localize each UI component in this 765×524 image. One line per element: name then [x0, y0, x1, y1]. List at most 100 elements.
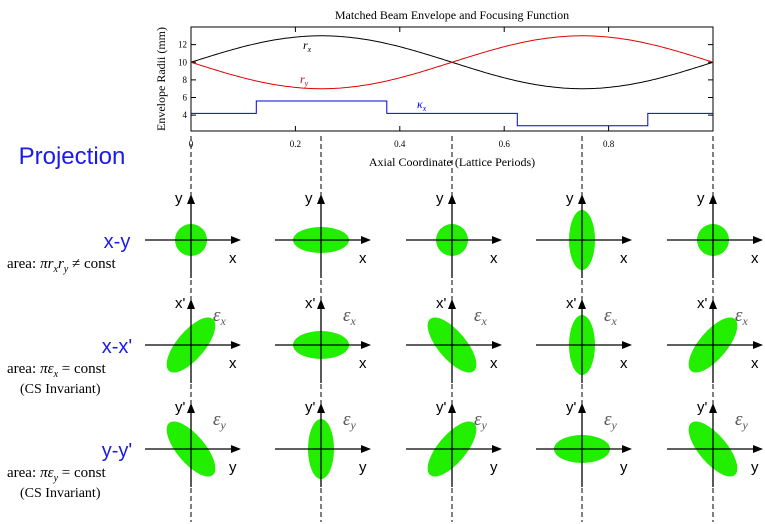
h-axis-label: x	[490, 250, 498, 267]
phase-cell: x x' εx	[536, 295, 632, 383]
v-axis-label: x'	[436, 295, 447, 312]
h-axis-label: y	[229, 459, 237, 476]
chart-series	[190, 35, 714, 127]
area-formula: area: πεx = const	[7, 361, 106, 380]
plot-frame	[190, 26, 714, 132]
arrow-head	[622, 445, 632, 453]
arrow-head	[492, 445, 502, 453]
phase-cell: y y' εy	[145, 399, 241, 487]
v-axis-label: y'	[305, 399, 316, 416]
phase-cell: x x' εx	[275, 295, 371, 383]
emittance-label: εx	[604, 305, 618, 328]
arrow-head	[231, 236, 241, 244]
y-tick-label: 12	[178, 40, 187, 50]
arrow-head	[709, 403, 717, 413]
row-labels: x-y area: πrxry ≠ const x-x' area: πεx = cons…	[7, 231, 132, 501]
x-tick-label: 0.4	[394, 139, 406, 149]
h-axis-label: x	[490, 355, 498, 372]
arrow-head	[187, 403, 195, 413]
chart-title: Matched Beam Envelope and Focusing Funct…	[335, 8, 569, 22]
h-axis-label: x	[751, 355, 759, 372]
emittance-label: εy	[343, 409, 357, 432]
emittance-label: εx	[474, 305, 488, 328]
h-axis-label: x	[620, 250, 628, 267]
y-axis-ticks: 4 6 8 10 12	[178, 40, 713, 120]
arrow-head	[361, 236, 371, 244]
row-label: y-y'	[102, 440, 132, 462]
y-axis-label: Envelope Radii (mm)	[154, 27, 168, 131]
h-axis-label: x	[620, 355, 628, 372]
arrow-head	[578, 194, 586, 204]
v-axis-label: y	[566, 190, 574, 207]
phase-cell: xy	[275, 190, 371, 278]
x-tick-label: 0.8	[603, 139, 615, 149]
v-axis-label: y	[436, 190, 444, 207]
emittance-label: εx	[213, 305, 227, 328]
arrow-head	[492, 341, 502, 349]
cs-invariant-note: (CS Invariant)	[20, 382, 101, 397]
arrow-head	[753, 445, 763, 453]
phase-cell: xy	[145, 190, 241, 278]
phase-space-grid: xyxyxyxyxyxx'εxxx'εxxx'εxxx'εxxx'εxyy'εy…	[145, 190, 763, 487]
emittance-label: εy	[604, 409, 618, 432]
phase-cell: y y' εy	[536, 399, 632, 487]
v-axis-label: y'	[697, 399, 708, 416]
arrow-head	[448, 194, 456, 204]
h-axis-label: x	[359, 355, 367, 372]
arrow-head	[492, 236, 502, 244]
arrow-head	[187, 299, 195, 309]
arrow-head	[709, 299, 717, 309]
cs-invariant-note: (CS Invariant)	[20, 486, 101, 501]
v-axis-label: x'	[305, 295, 316, 312]
phase-cell: x x' εx	[406, 295, 502, 383]
arrow-head	[753, 236, 763, 244]
v-axis-label: x'	[175, 295, 186, 312]
arrow-head	[361, 341, 371, 349]
arrow-head	[317, 299, 325, 309]
series-line-r_y	[190, 35, 714, 90]
envelope-chart: Matched Beam Envelope and Focusing Funct…	[154, 8, 714, 169]
y-tick-label: 8	[183, 75, 188, 85]
arrow-head	[578, 299, 586, 309]
v-axis-label: y'	[436, 399, 447, 416]
x-tick-label: 0.6	[499, 139, 511, 149]
phase-cell: xy	[667, 190, 763, 278]
area-formula: area: πrxry ≠ const	[7, 256, 116, 275]
h-axis-label: y	[620, 459, 628, 476]
y-tick-label: 6	[183, 93, 188, 103]
h-axis-label: y	[490, 459, 498, 476]
row-label: x-y	[104, 231, 131, 253]
arrow-head	[231, 341, 241, 349]
h-axis-label: x	[751, 250, 759, 267]
emittance-label: εy	[474, 409, 488, 432]
v-axis-label: y'	[175, 399, 186, 416]
emittance-label: εy	[735, 409, 749, 432]
v-axis-label: y	[175, 190, 183, 207]
arrow-head	[231, 445, 241, 453]
phase-cell: y y' εy	[667, 399, 763, 487]
phase-cell: y y' εy	[406, 399, 502, 487]
v-axis-label: y'	[566, 399, 577, 416]
series-label-kappa_x: κx	[417, 97, 427, 113]
arrow-head	[709, 194, 717, 204]
phase-cell: xy	[406, 190, 502, 278]
h-axis-label: x	[359, 250, 367, 267]
h-axis-label: y	[359, 459, 367, 476]
arrow-head	[448, 403, 456, 413]
x-tick-label: 0.2	[290, 139, 301, 149]
arrow-head	[317, 403, 325, 413]
y-tick-label: 10	[178, 57, 188, 67]
arrow-head	[187, 194, 195, 204]
arrow-head	[622, 341, 632, 349]
projection-title: Projection	[19, 143, 126, 170]
series-labels: rx ry κx	[300, 38, 427, 113]
arrow-head	[448, 299, 456, 309]
phase-cell: x x' εx	[667, 295, 763, 383]
h-axis-label: x	[229, 250, 237, 267]
arrow-head	[317, 194, 325, 204]
arrow-head	[622, 236, 632, 244]
series-label-r_x: rx	[303, 38, 312, 54]
y-tick-label: 4	[183, 110, 188, 120]
series-line-kappa_x	[191, 100, 713, 127]
